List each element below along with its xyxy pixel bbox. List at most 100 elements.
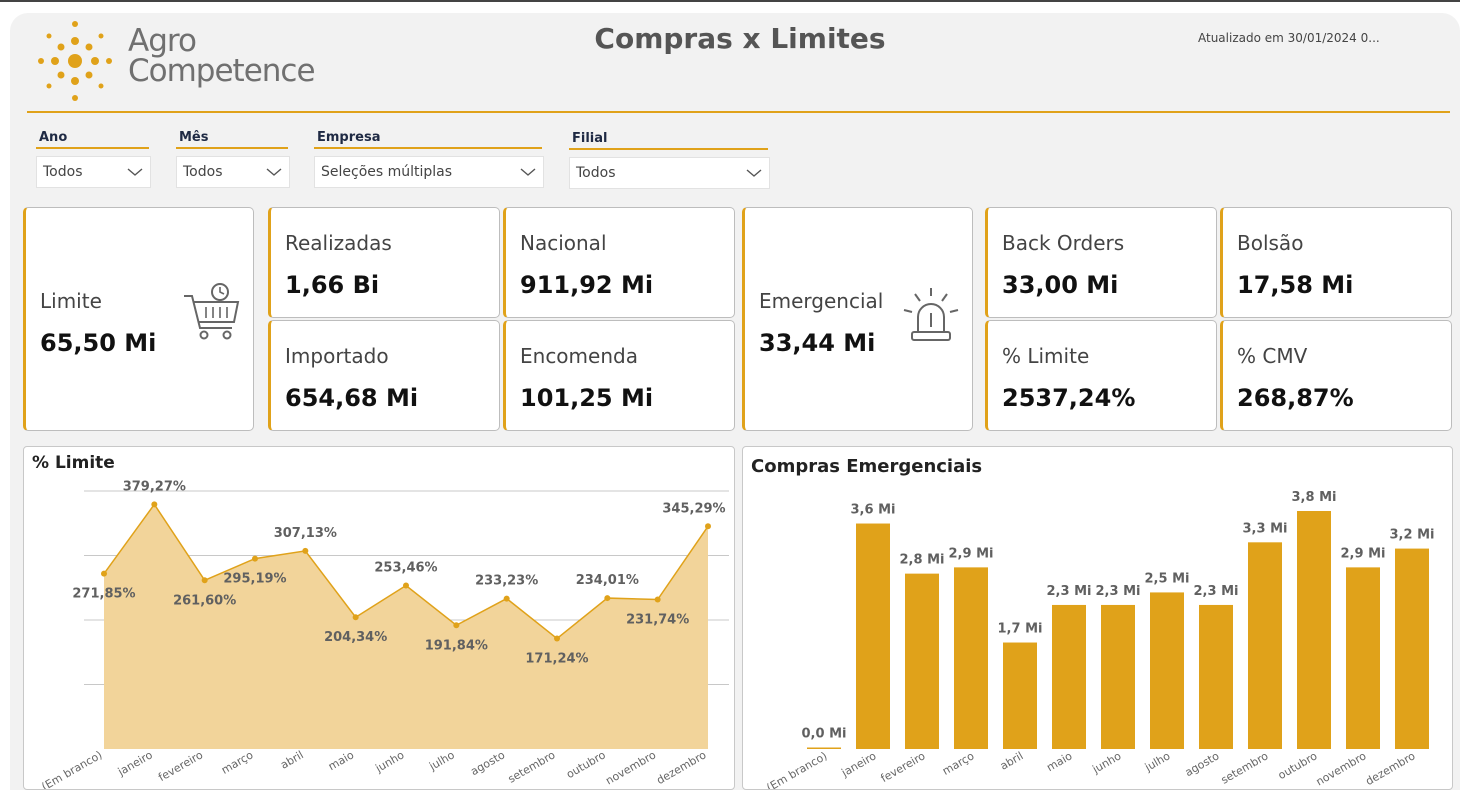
chevron-down-icon <box>266 168 282 176</box>
filter-ano-underline <box>36 147 149 149</box>
card-pct-limite-label: % Limite <box>1002 344 1090 368</box>
filter-empresa-underline <box>314 147 542 149</box>
card-bolsao-value: 17,58 Mi <box>1237 271 1354 299</box>
page-title: Compras x Limites <box>594 22 886 55</box>
filter-empresa-label: Empresa <box>317 130 381 145</box>
data-label: 379,27% <box>123 479 186 494</box>
x-tick-label: (Em branco) <box>39 748 104 790</box>
x-tick-label: maio <box>326 748 356 773</box>
data-label: 0,0 Mi <box>802 727 847 742</box>
card-pct-cmv-label: % CMV <box>1237 344 1308 368</box>
bar <box>905 573 939 749</box>
x-tick-label: junho <box>373 748 407 775</box>
card-bolsao: Bolsão 17,58 Mi <box>1220 207 1452 318</box>
card-emergencial: Emergencial 33,44 Mi <box>742 207 973 431</box>
data-label: 253,46% <box>374 561 437 576</box>
card-back-orders-label: Back Orders <box>1002 231 1125 255</box>
filter-mes-underline <box>176 147 288 149</box>
bar <box>1003 642 1037 749</box>
bar <box>807 747 841 749</box>
data-point <box>252 555 258 562</box>
data-point <box>453 622 460 629</box>
card-back-orders-value: 33,00 Mi <box>1002 271 1119 299</box>
card-encomenda: Encomenda 101,25 Mi <box>503 320 735 431</box>
x-tick-label: janeiro <box>839 749 879 780</box>
pct-limite-area-chart: 271,85% 379,27% 261,60% 295,19% 307,13% 204,3… <box>39 479 729 790</box>
logo-line-2: Competence <box>128 53 316 89</box>
bar <box>1395 548 1429 749</box>
card-limite-label: Limite <box>40 289 102 313</box>
filter-mes: Mês Todos <box>176 130 290 188</box>
data-label: 271,85% <box>72 587 135 602</box>
card-encomenda-value: 101,25 Mi <box>520 384 654 412</box>
data-label: 345,29% <box>662 501 725 516</box>
data-label: 2,8 Mi <box>900 553 945 568</box>
card-importado-value: 654,68 Mi <box>285 384 419 412</box>
filter-empresa-dropdown[interactable]: Seleções múltiplas <box>314 156 544 188</box>
data-label: 3,6 Mi <box>851 503 896 518</box>
data-point <box>201 577 208 584</box>
agro-competence-logo: Agro Competence <box>36 18 326 104</box>
card-pct-cmv-value: 268,87% <box>1237 384 1354 412</box>
chevron-down-icon <box>127 168 143 176</box>
data-label: 191,84% <box>425 638 488 653</box>
data-point <box>554 635 560 642</box>
compras-emergenciais-bar-chart: 0,0 Mi (Em branco) 3,6 Mi janeiro 2,8 Mi feve… <box>764 490 1434 790</box>
bar <box>1052 604 1086 749</box>
chart-limite-title: % Limite <box>32 453 115 473</box>
bar <box>1297 511 1331 749</box>
data-point <box>604 595 611 602</box>
x-tick-label: julho <box>426 748 457 773</box>
card-nacional: Nacional 911,92 Mi <box>503 207 735 318</box>
filter-mes-dropdown[interactable]: Todos <box>176 156 290 188</box>
card-limite-value: 65,50 Mi <box>40 329 157 357</box>
x-tick-label: (Em branco) <box>764 749 829 790</box>
bar <box>1150 592 1184 749</box>
chevron-down-icon <box>746 169 762 177</box>
area-fill <box>104 504 708 749</box>
data-point <box>302 547 309 554</box>
data-label: 234,01% <box>576 573 639 588</box>
filter-ano: Ano Todos <box>36 130 151 188</box>
x-tick-label: agosto <box>468 748 507 778</box>
data-label: 261,60% <box>173 593 236 608</box>
data-label: 2,3 Mi <box>1096 584 1141 599</box>
panel-pct-limite-chart: % Limite 271,85% 379,27% 261,60% 295,19% 307… <box>23 446 735 790</box>
filter-ano-value: Todos <box>43 164 83 180</box>
card-realizadas-value: 1,66 Bi <box>285 271 380 299</box>
header-divider <box>27 111 1450 113</box>
data-label: 1,7 Mi <box>998 622 1043 637</box>
data-label: 2,5 Mi <box>1145 571 1190 586</box>
card-nacional-value: 911,92 Mi <box>520 271 654 299</box>
bar <box>856 523 890 749</box>
logo-line-1: Agro <box>128 23 197 59</box>
filter-filial-underline <box>569 148 768 150</box>
data-label: 2,9 Mi <box>1341 546 1386 561</box>
card-emergencial-value: 33,44 Mi <box>759 329 876 357</box>
card-realizadas: Realizadas 1,66 Bi <box>268 207 500 318</box>
x-tick-label: agosto <box>1183 749 1222 779</box>
alarm-siren-icon <box>903 288 959 341</box>
data-point <box>403 582 409 589</box>
x-tick-label: novembro <box>1314 749 1369 788</box>
data-label: 307,13% <box>274 526 337 541</box>
data-point <box>503 595 510 602</box>
filter-ano-dropdown[interactable]: Todos <box>36 156 151 188</box>
sun-logo-icon <box>38 21 112 101</box>
data-point <box>101 570 107 577</box>
bar <box>954 567 988 749</box>
filter-ano-label: Ano <box>39 130 68 145</box>
x-tick-label: fevereiro <box>156 748 205 784</box>
bar <box>1346 567 1380 749</box>
x-tick-label: setembro <box>1219 749 1271 787</box>
card-pct-cmv: % CMV 268,87% <box>1220 320 1452 431</box>
x-tick-label: dezembro <box>654 748 708 787</box>
card-realizadas-label: Realizadas <box>285 231 392 255</box>
card-pct-limite: % Limite 2537,24% <box>985 320 1217 431</box>
data-label: 204,34% <box>324 630 387 645</box>
x-tick-label: junho <box>1090 749 1124 776</box>
data-label: 231,74% <box>626 613 689 628</box>
x-tick-label: outubro <box>564 748 608 781</box>
filter-filial-dropdown[interactable]: Todos <box>569 157 770 189</box>
card-bolsao-label: Bolsão <box>1237 231 1304 255</box>
